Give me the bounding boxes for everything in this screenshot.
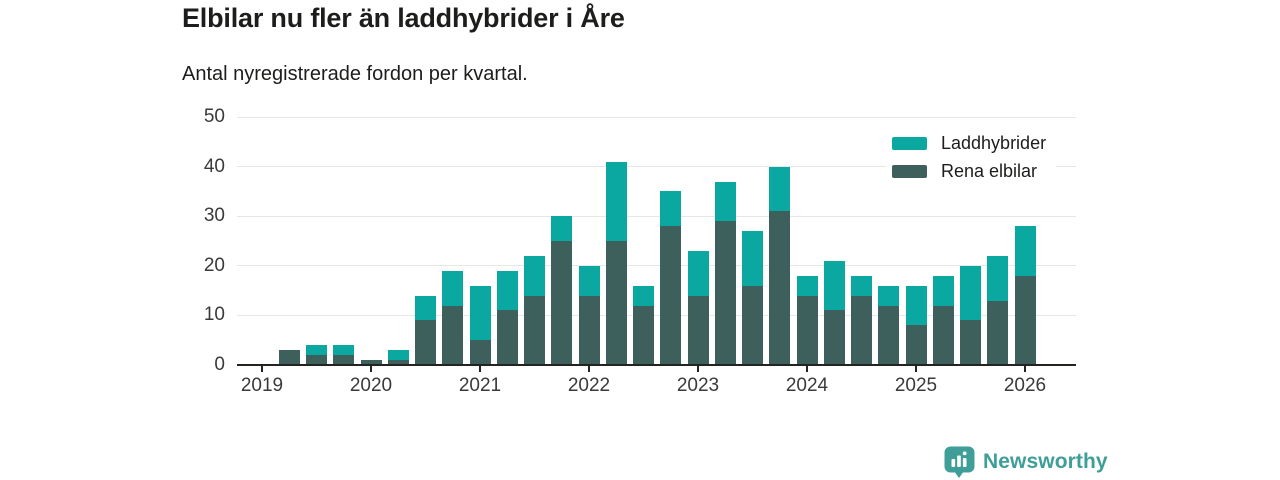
bar-2023-q2-laddhybrider: [714, 181, 736, 222]
bar-2021-q3-laddhybrider: [524, 255, 545, 296]
bar-2021-q3-rena-elbilar: [524, 295, 545, 365]
y-axis-label: 10: [203, 304, 225, 326]
newsworthy-brand-text: Newsworthy: [983, 450, 1108, 473]
y-axis-label: 50: [203, 106, 225, 127]
bar-2022-q1-rena-elbilar: [578, 295, 600, 365]
x-axis-label-2026: 2026: [1003, 375, 1047, 396]
gridline-y30: [237, 215, 1076, 217]
bar-2023-q3-laddhybrider: [742, 231, 763, 286]
bar-2020-q2-rena-elbilar: [387, 360, 409, 365]
bar-2019-q3-rena-elbilar: [306, 355, 327, 365]
bar-2021-q2-laddhybrider: [496, 270, 518, 311]
x-axis-tick-2020: [370, 366, 372, 372]
bar-2025-q2-rena-elbilar: [932, 305, 954, 365]
bar-2023-q4-laddhybrider: [769, 166, 791, 212]
bar-2020-q2-laddhybrider: [387, 350, 409, 360]
legend-swatch-rena-elbilar: [892, 164, 927, 178]
bar-2024-q2-rena-elbilar: [823, 310, 845, 365]
x-axis-tick-2023: [697, 366, 699, 372]
bar-2023-q2-rena-elbilar: [714, 221, 736, 365]
bar-2021-q1-rena-elbilar: [469, 340, 491, 365]
bar-2024-q4-laddhybrider: [878, 285, 900, 306]
chart-subtitle: Antal nyregistrerade fordon per kvartal.: [182, 63, 528, 85]
bar-2019-q4-rena-elbilar: [333, 355, 355, 365]
bar-2026-q1-laddhybrider: [1014, 226, 1036, 276]
y-axis-label: 40: [203, 155, 225, 177]
bar-2020-q3-rena-elbilar: [415, 320, 436, 365]
newsworthy-logo: Newsworthy: [944, 446, 1108, 478]
legend-item-laddhybrider: Laddhybrider: [892, 132, 1046, 154]
plot-area: 0 10 20 30 40 50 2019 2020 2021 2022 2023 2024 2025 2…: [204, 106, 1076, 396]
bar-2021-q1-laddhybrider: [469, 285, 491, 341]
bar-2020-q4-laddhybrider: [442, 270, 464, 306]
bar-2025-q4-laddhybrider: [987, 255, 1009, 301]
bar-2024-q1-laddhybrider: [796, 275, 818, 296]
bar-2019-q3-laddhybrider: [306, 345, 327, 356]
legend: Laddhybrider Rena elbilar: [886, 128, 1057, 186]
y-axis-label: 20: [203, 254, 225, 276]
bar-2022-q3-rena-elbilar: [633, 305, 654, 365]
bar-2023-q3-rena-elbilar: [742, 285, 763, 365]
legend-label: Laddhybrider: [941, 132, 1047, 153]
bar-2022-q3-laddhybrider: [633, 285, 654, 306]
bar-2025-q1-rena-elbilar: [905, 325, 927, 365]
bar-2023-q1-laddhybrider: [687, 251, 709, 296]
bar-2019-q2-rena-elbilar: [278, 350, 300, 365]
bar-2025-q2-laddhybrider: [932, 275, 954, 306]
bar-2022-q2-laddhybrider: [605, 161, 627, 241]
bar-2019-q4-laddhybrider: [333, 345, 355, 356]
gridline-y20: [237, 265, 1076, 267]
x-axis-label-2022: 2022: [567, 375, 611, 396]
x-axis-tick-2025: [915, 366, 917, 372]
bar-2021-q2-rena-elbilar: [496, 310, 518, 365]
bar-2021-q4-rena-elbilar: [551, 241, 573, 365]
bar-2024-q1-rena-elbilar: [796, 295, 818, 365]
bar-2025-q1-laddhybrider: [905, 285, 927, 326]
x-axis-label-2020: 2020: [349, 375, 393, 396]
bar-2025-q4-rena-elbilar: [987, 300, 1009, 365]
bar-2022-q4-rena-elbilar: [660, 226, 682, 365]
bar-2020-q3-laddhybrider: [415, 295, 436, 321]
x-axis-tick-2019: [261, 366, 263, 372]
bar-2025-q3-laddhybrider: [960, 265, 981, 321]
bar-2021-q4-laddhybrider: [551, 216, 573, 241]
x-axis-label-2024: 2024: [785, 375, 829, 396]
bar-2022-q1-laddhybrider: [578, 265, 600, 296]
y-axis-label: 30: [203, 205, 225, 227]
bar-2024-q4-rena-elbilar: [878, 305, 900, 365]
bar-2024-q3-rena-elbilar: [851, 295, 872, 365]
x-axis-label-2021: 2021: [458, 375, 502, 396]
bar-2022-q2-rena-elbilar: [605, 241, 627, 365]
bar-2024-q3-laddhybrider: [851, 275, 872, 296]
gridline-y10: [237, 314, 1076, 316]
x-axis-label-2025: 2025: [894, 375, 938, 396]
bar-2026-q1-rena-elbilar: [1014, 275, 1036, 365]
x-axis-label-2023: 2023: [676, 375, 720, 396]
newsworthy-barchart-pin-icon: [944, 446, 975, 478]
x-axis-tick-2024: [806, 366, 808, 372]
legend-item-rena-elbilar: Rena elbilar: [892, 160, 1046, 182]
bar-2023-q1-rena-elbilar: [687, 295, 709, 365]
bar-2020-q1-rena-elbilar: [360, 360, 382, 365]
bar-2022-q4-laddhybrider: [660, 191, 682, 227]
x-axis-label-2019: 2019: [240, 375, 284, 396]
x-axis-tick-2026: [1024, 366, 1026, 372]
bar-2020-q4-rena-elbilar: [442, 305, 464, 365]
legend-label: Rena elbilar: [941, 160, 1038, 181]
legend-swatch-laddhybrider: [892, 136, 927, 150]
x-axis-line: [237, 364, 1076, 366]
x-axis-tick-2022: [588, 366, 590, 372]
gridline-y40: [237, 166, 1076, 168]
chart-title: Elbilar nu fler än laddhybrider i Åre: [182, 3, 625, 33]
gridline-y50: [237, 116, 1076, 118]
bar-2023-q4-rena-elbilar: [769, 211, 791, 365]
y-axis-label: 0: [214, 354, 225, 375]
bar-2025-q3-rena-elbilar: [960, 320, 981, 365]
bar-2024-q2-laddhybrider: [823, 260, 845, 311]
x-axis-tick-2021: [479, 366, 481, 372]
